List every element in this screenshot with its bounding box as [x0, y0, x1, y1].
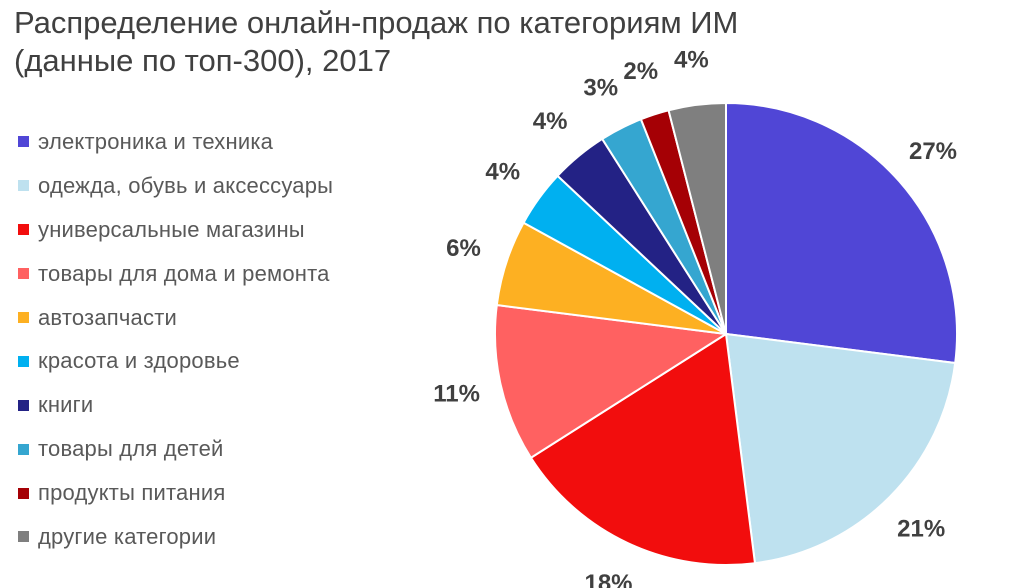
- chart-legend: электроника и техника одежда, обувь и акс…: [18, 120, 333, 559]
- slice-value-label: 4%: [674, 47, 709, 74]
- legend-swatch: [18, 531, 29, 543]
- slice-value-label: 4%: [533, 108, 568, 135]
- legend-item: электроника и техника: [18, 120, 333, 164]
- legend-item: продукты питания: [18, 471, 333, 515]
- legend-item: красота и здоровье: [18, 339, 333, 383]
- legend-label: одежда, обувь и аксессуары: [38, 172, 334, 198]
- legend-label: другие категории: [38, 523, 217, 549]
- slice-value-label: 18%: [584, 570, 632, 588]
- legend-item: книги: [18, 383, 333, 427]
- legend-label: красота и здоровье: [38, 348, 240, 374]
- legend-item: товары для детей: [18, 427, 333, 471]
- pie-slice: [529, 332, 757, 566]
- legend-swatch: [18, 312, 29, 323]
- pie-slice: [667, 101, 727, 335]
- legend-label: товары для детей: [38, 436, 224, 462]
- pie-slice: [494, 303, 729, 460]
- legend-swatch: [18, 487, 29, 499]
- slice-value-label: 4%: [485, 158, 520, 185]
- legend-item: одежда, обувь и аксессуары: [18, 164, 333, 208]
- slice-value-label: 27%: [909, 138, 957, 165]
- pie-slice: [724, 332, 957, 565]
- legend-label: электроника и техника: [38, 128, 274, 154]
- legend-swatch: [18, 443, 29, 455]
- legend-item: другие категории: [18, 515, 333, 559]
- legend-label: товары для дома и ремонта: [38, 260, 330, 286]
- slice-value-label: 6%: [446, 235, 481, 262]
- legend-label: продукты питания: [38, 480, 226, 506]
- slice-value-label: 3%: [583, 75, 618, 102]
- pie-slice: [725, 101, 958, 365]
- legend-item: универсальные магазины: [18, 208, 333, 252]
- slice-value-label: 2%: [623, 58, 658, 85]
- legend-label: книги: [38, 392, 94, 418]
- legend-item: автозапчасти: [18, 296, 333, 340]
- legend-swatch: [18, 136, 29, 148]
- slice-value-label: 21%: [897, 516, 945, 543]
- legend-swatch: [18, 355, 29, 367]
- slice-value-label: 11%: [433, 381, 480, 408]
- legend-item: товары для дома и ремонта: [18, 252, 333, 296]
- legend-swatch: [18, 268, 29, 280]
- legend-swatch: [18, 180, 29, 192]
- legend-label: автозапчасти: [38, 304, 177, 330]
- legend-swatch: [18, 399, 29, 411]
- chart-title: Распределение онлайн-продаж по категория…: [14, 5, 739, 78]
- legend-label: универсальные магазины: [38, 216, 305, 242]
- legend-swatch: [18, 224, 29, 236]
